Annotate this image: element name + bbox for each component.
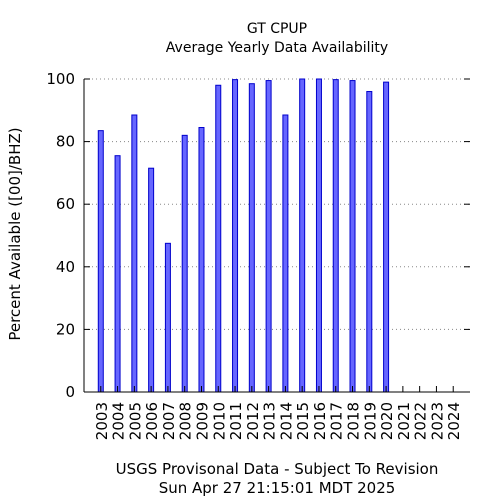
x-tick-label: 2004 <box>110 402 128 440</box>
bar-2011 <box>232 79 239 393</box>
footer-disclaimer: USGS Provisonal Data - Subject To Revisi… <box>116 460 439 478</box>
bar-2014 <box>282 114 289 393</box>
x-tick-label: 2006 <box>143 402 161 440</box>
bars-group <box>97 78 390 393</box>
x-tick-label: 2015 <box>294 402 312 440</box>
y-axis-label: Percent Available ([00]/BHZ) <box>6 127 24 340</box>
y-tick-label: 100 <box>46 70 75 88</box>
x-tick-label: 2013 <box>261 402 279 440</box>
x-tick-label: 2003 <box>93 402 111 440</box>
bar-2017 <box>332 79 339 393</box>
bar-2010 <box>215 84 222 393</box>
bar-2009 <box>198 127 205 393</box>
x-tick-label: 2016 <box>311 402 329 440</box>
y-tick-labels: 0 20 40 60 80 100 <box>46 70 75 401</box>
bar-2005 <box>131 114 138 393</box>
x-tick-label: 2005 <box>126 402 144 440</box>
bar-2019 <box>366 91 373 393</box>
x-tick-label: 2007 <box>160 402 178 440</box>
x-tick-label: 2008 <box>177 402 195 440</box>
grid-lines <box>84 78 470 330</box>
bar-2018 <box>349 80 356 393</box>
x-tick-label: 2012 <box>244 402 262 440</box>
x-tick-label: 2014 <box>277 402 295 440</box>
x-tick-label: 2009 <box>193 402 211 440</box>
x-tick-label: 2019 <box>361 402 379 440</box>
x-tick-label: 2017 <box>328 402 346 440</box>
bar-2006 <box>148 167 155 393</box>
bar-2004 <box>114 155 121 393</box>
x-tick-label: 2010 <box>210 402 228 440</box>
bar-2016 <box>315 78 322 393</box>
bar-2020 <box>383 81 390 393</box>
x-tick-label: 2018 <box>345 402 363 440</box>
bar-2013 <box>265 80 272 393</box>
x-tick-label: 2022 <box>412 402 430 440</box>
y-tick-label: 80 <box>56 133 75 151</box>
bar-2008 <box>181 134 188 393</box>
y-tick-label: 0 <box>65 383 75 401</box>
y-tick-label: 40 <box>56 258 75 276</box>
x-tick-labels: 2003200420052006200720082009201020112012… <box>93 402 463 440</box>
y-tick-label: 60 <box>56 195 75 213</box>
x-tick-label: 2011 <box>227 402 245 440</box>
x-tick-label: 2024 <box>445 402 463 440</box>
footer-timestamp: Sun Apr 27 21:15:01 MDT 2025 <box>159 479 396 497</box>
bar-2012 <box>248 83 255 393</box>
bar-2007 <box>164 242 171 393</box>
bar-2003 <box>97 130 104 393</box>
x-tick-label: 2020 <box>378 402 396 440</box>
axes-frame <box>83 78 470 393</box>
x-tick-label: 2021 <box>395 402 413 440</box>
bar-2015 <box>299 78 306 393</box>
x-tick-label: 2023 <box>428 402 446 440</box>
y-tick-label: 20 <box>56 320 75 338</box>
chart-subtitle: Average Yearly Data Availability <box>166 40 388 56</box>
chart-title: GT CPUP <box>247 21 307 37</box>
